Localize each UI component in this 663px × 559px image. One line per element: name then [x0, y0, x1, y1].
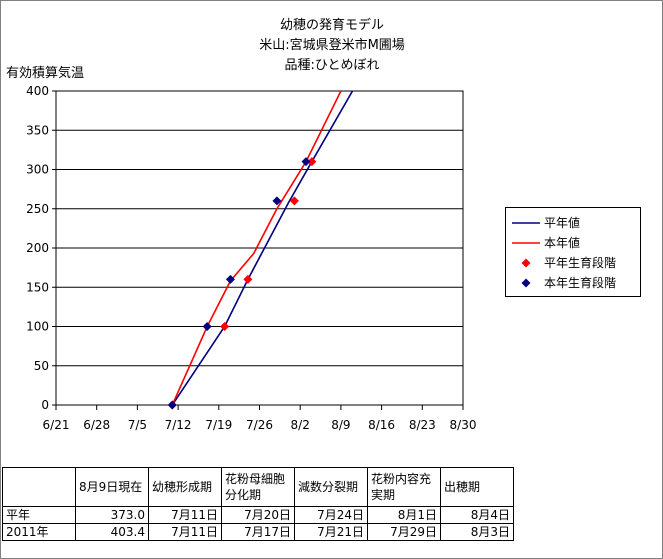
chart-title-line-3: 品種:ひとめぼれ [284, 58, 380, 73]
x-tick-label: 7/19 [205, 418, 232, 432]
x-tick-label: 6/21 [43, 418, 70, 432]
y-tick-label: 100 [26, 320, 49, 334]
legend-diamond-icon [521, 278, 531, 288]
chart-plot: 0 50 100 150 200 250 300 350 400 6/21 6/28 7/5 7/12 7… [26, 84, 477, 432]
legend-item: 本年値 [506, 234, 640, 252]
table-cell: 403.4 [75, 523, 149, 541]
table-cell: 2011年 [2, 523, 76, 541]
y-tick-label: 300 [26, 163, 49, 177]
table-header-cell: 減数分裂期 [294, 467, 368, 507]
table-header-cell: 8月9日現在 [75, 467, 149, 507]
table-cell: 7月11日 [148, 523, 222, 541]
growth-stage-table: 8月9日現在 幼穂形成期 花粉母細胞分化期 減数分裂期 花粉内容充実期 出穂期 … [2, 467, 514, 541]
x-tick-label: 6/28 [83, 418, 110, 432]
series-line-0 [171, 91, 354, 405]
x-tick-label: 8/30 [450, 418, 477, 432]
table-cell: 7月24日 [294, 506, 368, 524]
y-axis-label: 有効積算気温 [6, 66, 85, 81]
chart-title-line-2: 米山:宮城県登米市M圃場 [259, 38, 405, 53]
data-point-marker [307, 157, 317, 167]
data-point-marker [243, 274, 253, 284]
table-row: 平年 373.0 7月11日 7月20日 7月24日 8月1日 8月4日 [2, 506, 514, 524]
y-tick-label: 50 [34, 359, 49, 373]
y-tick-label: 250 [26, 202, 49, 216]
x-tick-label: 7/26 [246, 418, 273, 432]
legend-item: 平年値 [506, 214, 640, 232]
chart-legend: 平年値本年値平年生育段階 本年生育段階 [505, 207, 641, 297]
table-cell: 7月11日 [148, 506, 222, 524]
legend-item: 本年生育段階 [506, 274, 640, 292]
table-cell: 7月20日 [221, 506, 295, 524]
table-header-cell: 幼穂形成期 [148, 467, 222, 507]
table-cell: 平年 [2, 506, 76, 524]
table-header-cell: 出穂期 [440, 467, 514, 507]
y-tick-label: 150 [26, 280, 49, 294]
table-cell: 373.0 [75, 506, 149, 524]
table-row: 2011年 403.4 7月11日 7月17日 7月21日 7月29日 8月3日 [2, 523, 514, 541]
x-tick-label: 7/5 [128, 418, 147, 432]
y-tick-label: 200 [26, 241, 49, 255]
x-tick-label: 8/23 [409, 418, 436, 432]
table-cell: 8月4日 [440, 506, 514, 524]
table-header-cell: 花粉母細胞分化期 [221, 467, 295, 507]
legend-item: 平年生育段階 [506, 254, 640, 272]
legend-label: 本年値 [544, 236, 581, 250]
data-point-marker [202, 322, 212, 331]
table-header-cell [2, 467, 76, 507]
table-cell: 7月17日 [221, 523, 295, 541]
legend-line-icon [512, 222, 540, 224]
data-point-marker [272, 196, 282, 206]
table-cell: 8月3日 [440, 523, 514, 541]
data-point-marker [225, 274, 235, 284]
y-tick-label: 350 [26, 123, 49, 137]
table-cell: 7月29日 [367, 523, 441, 541]
x-tick-label: 8/2 [291, 418, 310, 432]
table-cell: 7月21日 [294, 523, 368, 541]
table-header-row: 8月9日現在 幼穂形成期 花粉母細胞分化期 減数分裂期 花粉内容充実期 出穂期 [2, 467, 514, 507]
legend-diamond-icon [521, 258, 531, 268]
x-tick-label: 8/16 [368, 418, 395, 432]
data-point-marker [301, 157, 311, 167]
chart-title-line-1: 幼穂の発育モデル [279, 18, 384, 33]
legend-line-icon [512, 242, 540, 244]
x-tick-label: 7/12 [165, 418, 192, 432]
x-tick-label: 8/9 [331, 418, 350, 432]
y-tick-label: 0 [41, 398, 49, 412]
data-point-marker [289, 196, 299, 206]
legend-label: 平年値 [544, 216, 581, 230]
data-point-marker [220, 322, 230, 331]
table-cell: 8月1日 [367, 506, 441, 524]
data-point-marker [167, 400, 177, 410]
table-header-cell: 花粉内容充実期 [367, 467, 441, 507]
legend-label: 平年生育段階 [544, 256, 617, 270]
legend-label: 本年生育段階 [544, 276, 617, 290]
y-tick-label: 400 [26, 84, 49, 98]
